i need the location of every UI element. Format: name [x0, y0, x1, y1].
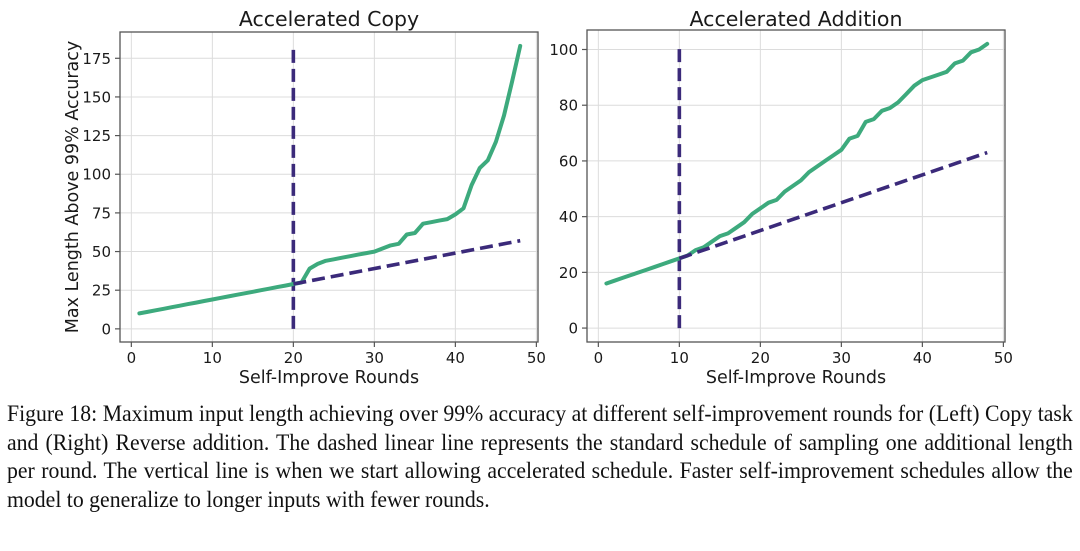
y-axis-label: Max Length Above 99% Accuracy [63, 41, 83, 334]
x-tick-label: 50 [527, 349, 546, 367]
x-tick-label: 10 [670, 349, 689, 367]
y-tick-label: 75 [92, 204, 111, 222]
y-tick-label: 50 [92, 243, 111, 261]
y-tick-label: 25 [92, 282, 111, 300]
chart-title: Accelerated Copy [239, 7, 419, 31]
x-tick-label: 40 [446, 349, 465, 367]
y-tick-label: 100 [82, 166, 111, 184]
x-tick-label: 0 [594, 349, 604, 367]
y-tick-label: 0 [568, 320, 578, 338]
x-tick-label: 30 [365, 349, 384, 367]
x-tick-label: 20 [284, 349, 303, 367]
chart-title: Accelerated Addition [690, 7, 903, 31]
standard-schedule-line [678, 150, 988, 261]
x-tick-label: 50 [994, 349, 1013, 367]
y-tick-label: 100 [549, 41, 578, 59]
x-tick-label: 0 [127, 349, 137, 367]
chart-accelerated-copy: 0 10 20 30 40 50 0 25 50 75 100 125 150 175 Accelerate… [63, 7, 546, 388]
figure-caption: Figure 18: Maximum input length achievin… [7, 401, 1073, 513]
y-tick-label: 125 [82, 127, 111, 145]
standard-schedule-line [293, 238, 521, 286]
x-tick-label: 10 [203, 349, 222, 367]
figure-charts: 0 10 20 30 40 500255075100125150175Accelerate… [63, 7, 1013, 388]
y-tick-label: 40 [559, 208, 578, 226]
y-tick-label: 60 [559, 152, 578, 170]
axes-frame [586, 29, 1006, 343]
accelerated-schedule-line [137, 43, 523, 316]
y-tick-label: 80 [559, 97, 578, 115]
x-tick-label: 20 [751, 349, 770, 367]
chart-accelerated-addition: 0 10 20 30 40 50 0 20 40 60 80 100 Accelerated Addit… [549, 7, 1013, 388]
y-tick-label: 0 [101, 320, 111, 338]
x-tick-label: 30 [832, 349, 851, 367]
y-tick-label: 175 [82, 50, 111, 68]
y-tick-label: 150 [82, 88, 111, 106]
x-axis-label: Self-Improve Rounds [239, 368, 419, 388]
accelerated-schedule-line [604, 41, 990, 286]
x-axis-label: Self-Improve Rounds [706, 368, 886, 388]
x-tick-label: 40 [913, 349, 932, 367]
y-tick-label: 20 [559, 264, 578, 282]
axes-frame [119, 31, 539, 343]
